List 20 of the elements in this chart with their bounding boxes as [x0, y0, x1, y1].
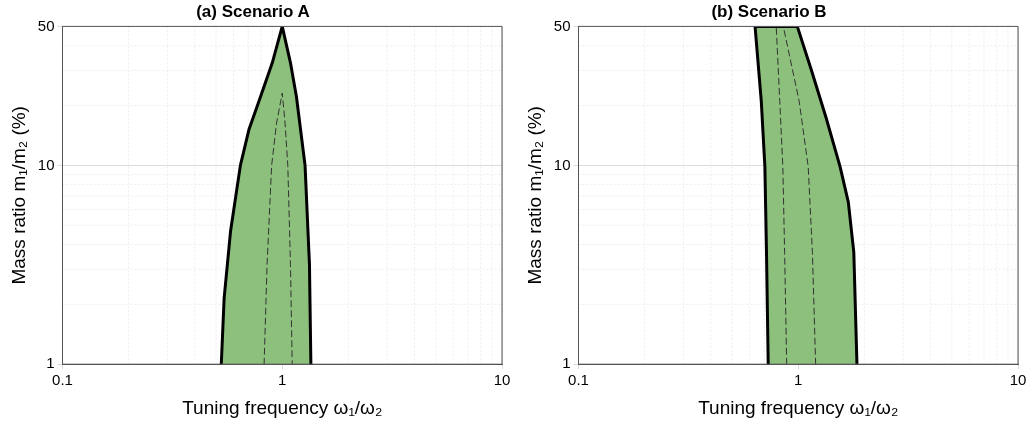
y-tick-label: 50: [553, 16, 571, 34]
y-axis-title: Mass ratio m₁/m₂ (%): [523, 106, 545, 285]
x-tick-label: 1: [278, 371, 287, 389]
x-tick-label: 0.1: [568, 371, 589, 389]
y-tick-label: 1: [562, 354, 571, 372]
y-tick-label: 50: [37, 16, 55, 34]
y-axis-title: Mass ratio m₁/m₂ (%): [7, 106, 29, 285]
x-tick-label: 10: [493, 371, 511, 389]
line-series: [775, 26, 788, 365]
x-tick-label: 10: [1009, 371, 1027, 389]
x-tick-label: 1: [794, 371, 803, 389]
x-axis-title: Tuning frequency ω₁/ω₂: [698, 396, 899, 418]
chart-title: (b) Scenario B: [711, 1, 827, 21]
x-tick-label: 0.1: [52, 371, 73, 389]
y-tick-label: 1: [46, 354, 55, 372]
x-axis-title: Tuning frequency ω₁/ω₂: [182, 396, 383, 418]
y-tick-label: 10: [37, 155, 55, 173]
line-series: [263, 92, 293, 365]
y-tick-label: 10: [553, 155, 571, 173]
chart-title: (a) Scenario A: [196, 1, 310, 21]
